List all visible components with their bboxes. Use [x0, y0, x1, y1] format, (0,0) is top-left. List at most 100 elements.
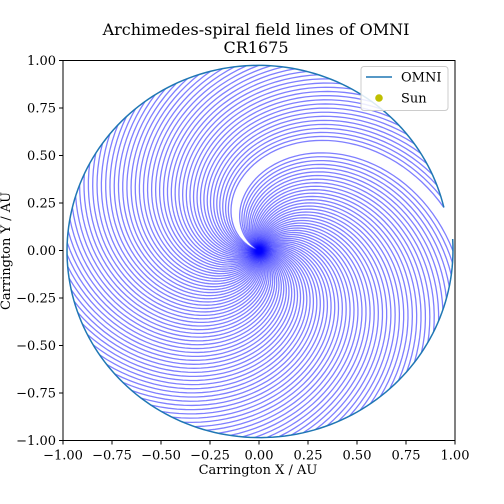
- spiral-line: [122, 248, 315, 398]
- x-axis-label: Carrington X / AU: [199, 463, 318, 478]
- spiral-line: [243, 159, 452, 276]
- y-axis-ticks: 1.00 0.75 0.50 0.25 0.00 −0.25 −0.50 −0.75 −1.00: [16, 54, 63, 449]
- spiral-line: [81, 249, 296, 374]
- spiral-line: [224, 131, 438, 252]
- spiral-line: [69, 218, 274, 338]
- y-tick-label: 0.50: [27, 149, 56, 164]
- spiral-line: [131, 247, 318, 402]
- spiral-line: [203, 103, 391, 253]
- y-tick-label: 0.75: [27, 102, 56, 117]
- spiral-line: [74, 196, 270, 331]
- spiral-line: [78, 184, 269, 327]
- spiral-line: [70, 249, 287, 361]
- spiral-line: [113, 108, 261, 300]
- spiral-line: [67, 249, 282, 354]
- spiral-line: [66, 249, 280, 350]
- y-tick-label: −1.00: [16, 434, 56, 449]
- spiral-line: [254, 185, 427, 353]
- spiral-line: [189, 86, 352, 257]
- spiral-line: [245, 163, 450, 287]
- spiral-line: [146, 68, 260, 277]
- spiral-line: [206, 239, 343, 431]
- x-tick-label: −0.25: [190, 449, 230, 464]
- spiral-line: [250, 174, 440, 321]
- spiral-line: [178, 74, 319, 261]
- spiral-line: [242, 233, 355, 438]
- spiral-line: [140, 247, 321, 407]
- spiral-line: [138, 74, 260, 282]
- y-tick-label: 0.00: [27, 244, 56, 259]
- spiral-line: [227, 135, 442, 252]
- spiral-line: [230, 235, 351, 437]
- spiral-line: [241, 156, 454, 264]
- omni-trajectory: [66, 64, 454, 439]
- spiral-line: [105, 124, 262, 306]
- chart-title: Archimedes-spiral field lines of OMNI: [102, 20, 410, 39]
- x-tick-label: 1.00: [441, 449, 470, 464]
- spiral-line: [258, 217, 384, 427]
- spiral-line: [99, 249, 305, 386]
- spiral-line: [258, 214, 388, 422]
- spiral-line: [230, 139, 445, 252]
- legend-omni-label: OMNI: [401, 71, 441, 86]
- x-tick-label: 0.50: [343, 449, 372, 464]
- spiral-line: [77, 249, 293, 369]
- spiral-line: [73, 249, 290, 365]
- y-tick-label: 0.25: [27, 197, 56, 212]
- x-tick-label: −0.75: [92, 449, 132, 464]
- spiral-line: [117, 101, 260, 297]
- spiral-line: [183, 242, 336, 424]
- spiral-field-lines: [66, 64, 454, 439]
- x-axis-ticks: −1.00 −0.75 −0.50 −0.25 0.00 0.25 0.50 0.75 1.00: [43, 440, 470, 464]
- spiral-line: [192, 90, 363, 256]
- spiral-line: [126, 88, 260, 291]
- spiral-line: [150, 246, 325, 411]
- spiral-line: [209, 111, 408, 252]
- spiral-line: [222, 127, 433, 252]
- spiral-line: [109, 116, 261, 303]
- spiral-line: [257, 199, 409, 390]
- spiral-line: [181, 78, 330, 259]
- spiral-line: [206, 107, 400, 252]
- x-tick-label: 0.00: [245, 449, 274, 464]
- spiral-line: [256, 195, 413, 381]
- spiral-line: [254, 231, 359, 439]
- spiral-line: [258, 224, 371, 436]
- spiral-line: [239, 152, 454, 252]
- spiral-line: [213, 115, 415, 252]
- spiral-line: [258, 219, 379, 431]
- spiral-line: [251, 178, 435, 332]
- x-tick-label: −1.00: [43, 449, 83, 464]
- x-tick-label: −0.50: [141, 449, 181, 464]
- spiral-line: [158, 64, 260, 270]
- spiral-line: [258, 208, 396, 411]
- y-tick-label: −0.50: [16, 339, 56, 354]
- spiral-line: [150, 66, 260, 275]
- spiral-line: [172, 243, 332, 419]
- spiral-line: [122, 94, 260, 294]
- spiral-line: [216, 119, 422, 252]
- spiral-line: [83, 173, 267, 324]
- legend-sun-marker: [375, 94, 383, 102]
- spiral-line: [100, 133, 263, 310]
- spiral-line: [194, 241, 340, 428]
- spiral-line: [86, 249, 299, 378]
- spiral-line: [162, 65, 272, 268]
- x-tick-label: 0.25: [294, 449, 323, 464]
- spiral-line: [71, 207, 272, 335]
- spiral-line: [67, 230, 276, 342]
- y-tick-label: −0.75: [16, 387, 56, 402]
- y-axis-label: Carrington Y / AU: [0, 192, 14, 310]
- spiral-line: [253, 182, 431, 343]
- spiral-line: [106, 249, 308, 390]
- spiral-line: [174, 70, 307, 262]
- spiral-line: [196, 95, 373, 255]
- spiral-line: [114, 249, 311, 394]
- spiral-line: [66, 242, 278, 346]
- legend: OMNI Sun: [360, 66, 449, 111]
- spiral-line: [161, 245, 329, 415]
- spiral-line: [258, 211, 392, 417]
- spiral-line: [154, 65, 260, 272]
- spiral-line: [248, 171, 444, 310]
